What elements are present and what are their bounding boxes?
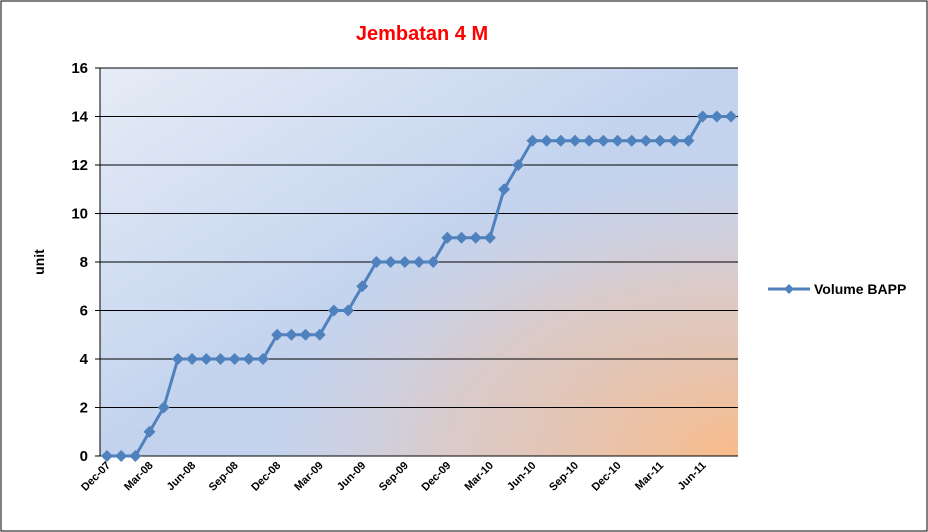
- data-point: [710, 110, 723, 123]
- legend-label: Volume BAPP: [814, 281, 906, 297]
- y-axis-label: unit: [31, 249, 47, 275]
- data-point: [257, 353, 269, 365]
- data-point: [129, 450, 142, 462]
- y-tick-label: 6: [80, 303, 88, 320]
- data-point: [342, 304, 355, 317]
- y-tick-label: 0: [80, 448, 88, 465]
- data-point: [313, 328, 326, 341]
- data-point: [725, 110, 737, 123]
- data-point: [569, 134, 581, 147]
- data-point: [668, 134, 681, 147]
- data-point: [242, 353, 255, 365]
- y-tick-label: 2: [80, 400, 88, 417]
- data-point: [101, 450, 113, 462]
- data-point: [214, 353, 227, 365]
- data-point: [271, 328, 284, 341]
- data-point: [597, 134, 610, 147]
- data-point: [427, 256, 440, 268]
- data-point: [583, 134, 596, 147]
- data-point: [327, 304, 340, 317]
- data-point: [157, 401, 170, 414]
- data-point: [654, 134, 667, 147]
- data-point: [540, 134, 553, 147]
- y-tick-label: 12: [71, 157, 88, 174]
- y-tick-label: 10: [71, 206, 88, 223]
- data-point: [483, 231, 496, 244]
- data-point: [370, 256, 383, 268]
- legend-marker: [784, 284, 794, 294]
- data-point: [441, 231, 454, 244]
- chart-title: Jembatan 4 M: [356, 23, 488, 45]
- data-point: [455, 231, 468, 244]
- data-point: [143, 425, 156, 438]
- y-tick-label: 8: [80, 254, 88, 271]
- data-point: [285, 328, 298, 341]
- data-point: [512, 159, 525, 171]
- data-point: [696, 110, 709, 123]
- data-point: [115, 450, 128, 462]
- data-point: [200, 353, 213, 365]
- data-point: [228, 353, 241, 365]
- y-tick-label: 14: [71, 109, 88, 126]
- data-point: [299, 328, 312, 341]
- data-point: [186, 353, 199, 365]
- data-point: [469, 231, 482, 244]
- data-point: [611, 134, 624, 147]
- data-point: [639, 134, 652, 147]
- data-point: [398, 256, 411, 268]
- data-point: [625, 134, 638, 147]
- y-tick-label: 16: [71, 60, 88, 77]
- data-point: [171, 353, 184, 365]
- data-point: [682, 134, 695, 147]
- data-point: [413, 256, 425, 268]
- data-point: [554, 134, 567, 147]
- y-tick-label: 4: [80, 351, 89, 368]
- data-point: [384, 256, 397, 268]
- data-point: [356, 280, 369, 293]
- data-point: [498, 183, 511, 196]
- data-point: [526, 134, 539, 147]
